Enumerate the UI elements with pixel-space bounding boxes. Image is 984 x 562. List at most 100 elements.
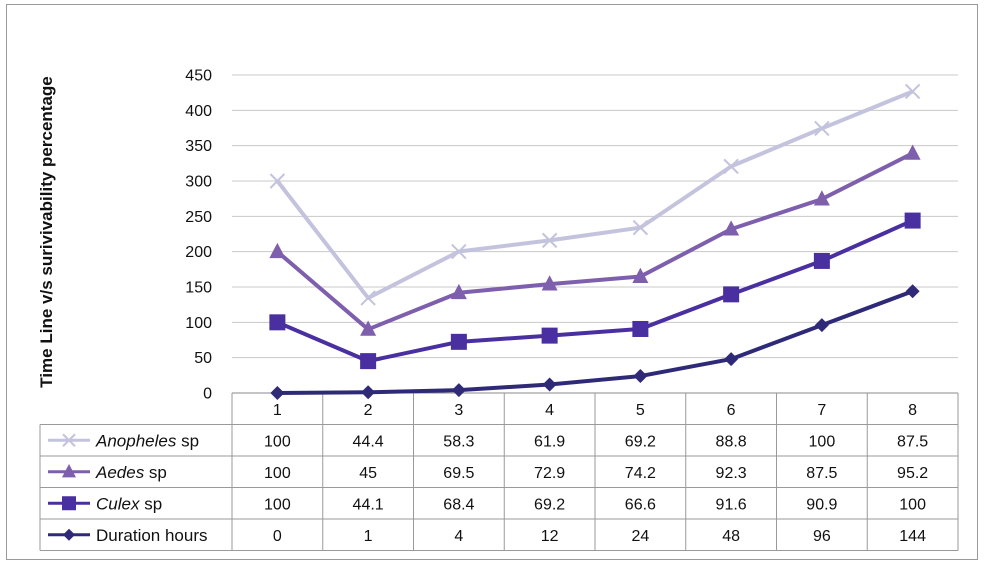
- x-tick-label: 3: [454, 402, 463, 419]
- table-cell: 144: [899, 528, 926, 545]
- table-cell: 61.9: [534, 433, 565, 450]
- marker-square: [450, 333, 467, 350]
- marker-triangle: [813, 190, 830, 206]
- y-tick-label: 100: [185, 315, 212, 332]
- x-tick-label: 5: [636, 402, 645, 419]
- table-cell: 0: [273, 528, 282, 545]
- table-cell: 1: [364, 528, 373, 545]
- marker-triangle: [904, 144, 921, 160]
- legend-label: Duration hours: [96, 526, 208, 545]
- series-line: [277, 289, 914, 395]
- table-cell: 95.2: [897, 465, 928, 482]
- table-cell: 87.5: [897, 433, 928, 450]
- marker-diamond: [814, 318, 829, 333]
- series-1: [269, 144, 921, 336]
- y-tick-label: 150: [185, 280, 212, 297]
- x-tick-label: 1: [273, 402, 282, 419]
- legend-label: Culex sp: [96, 494, 162, 513]
- marker-square: [269, 314, 286, 331]
- marker-triangle: [360, 320, 377, 336]
- marker-x: [269, 173, 286, 189]
- table-cell: 69.2: [534, 496, 565, 513]
- y-tick-label: 450: [185, 68, 212, 85]
- table-cell: 48: [722, 528, 740, 545]
- table-cell: 58.3: [443, 433, 474, 450]
- table-cell: 45: [359, 465, 377, 482]
- marker-x: [723, 158, 739, 175]
- table-cell: 68.4: [443, 496, 474, 513]
- table-cell: 24: [631, 528, 649, 545]
- marker-diamond: [633, 369, 648, 384]
- y-tick-label: 50: [194, 350, 212, 367]
- y-tick-label: 250: [185, 209, 212, 226]
- table-cell: 91.6: [716, 496, 747, 513]
- marker-stroke: [360, 290, 376, 306]
- series-line: [275, 89, 914, 300]
- marker-square: [723, 286, 740, 303]
- table-cell: 12: [541, 528, 559, 545]
- table-cell: 74.2: [625, 465, 656, 482]
- legend-label-suffix: sp: [139, 494, 162, 513]
- y-tick-label: 200: [185, 244, 212, 261]
- table-cell: 90.9: [806, 496, 837, 513]
- legend-label-italic: Aedes: [95, 463, 145, 482]
- x-tick-label: 8: [908, 402, 917, 419]
- marker-x: [814, 120, 830, 137]
- marker-x: [451, 243, 467, 260]
- marker-diamond: [63, 528, 75, 541]
- marker-diamond: [451, 383, 466, 398]
- x-tick-label: 6: [727, 402, 736, 419]
- marker-square: [360, 353, 377, 370]
- table-cell: 96: [813, 528, 831, 545]
- marker-triangle: [269, 242, 286, 259]
- legend-label-suffix: sp: [176, 431, 199, 450]
- chart-frame: [6, 4, 978, 560]
- x-tick-label: 4: [545, 402, 554, 419]
- table-cell: 69.2: [625, 433, 656, 450]
- marker-triangle: [723, 220, 740, 236]
- marker-square: [904, 212, 921, 229]
- series-line: [276, 218, 914, 364]
- table-cell: 44.1: [353, 496, 384, 513]
- marker-stroke: [814, 120, 830, 137]
- marker-triangle: [450, 283, 467, 300]
- marker-diamond: [905, 284, 920, 299]
- marker-square: [541, 327, 558, 344]
- legend-label-suffix: Duration hours: [96, 526, 208, 545]
- marker-triangle: [632, 267, 649, 283]
- table-cell: 4: [454, 528, 463, 545]
- marker-diamond: [542, 377, 557, 392]
- table-cell: 72.9: [534, 465, 565, 482]
- table-cell: 44.4: [353, 433, 384, 450]
- series-2: [269, 212, 921, 370]
- marker-x: [904, 83, 921, 100]
- legend-label: Aedes sp: [95, 463, 167, 482]
- series-line: [276, 151, 914, 332]
- x-tick-label: 7: [817, 402, 826, 419]
- marker-stroke: [451, 243, 467, 260]
- y-tick-label: 0: [203, 386, 212, 403]
- legend-label-suffix: sp: [144, 463, 167, 482]
- y-tick-label: 300: [185, 174, 212, 191]
- marker-square: [813, 252, 830, 269]
- table-cell: 100: [264, 465, 291, 482]
- marker-stroke: [723, 158, 739, 175]
- marker-x: [632, 219, 649, 236]
- legend-label-italic: Culex: [96, 494, 140, 513]
- table-cell: 100: [899, 496, 926, 513]
- x-tick-label: 2: [364, 402, 373, 419]
- marker-square: [632, 320, 649, 337]
- marker-triangle: [541, 275, 558, 291]
- table-cell: 87.5: [806, 465, 837, 482]
- series-3: [270, 284, 920, 400]
- series-0: [269, 83, 921, 306]
- marker-stroke: [904, 83, 921, 100]
- marker-x: [62, 433, 76, 447]
- table-cell: 66.6: [625, 496, 656, 513]
- marker-square: [62, 496, 76, 511]
- y-tick-label: 350: [185, 138, 212, 155]
- marker-diamond: [361, 385, 376, 400]
- marker-x: [541, 232, 558, 249]
- marker-stroke: [541, 232, 558, 249]
